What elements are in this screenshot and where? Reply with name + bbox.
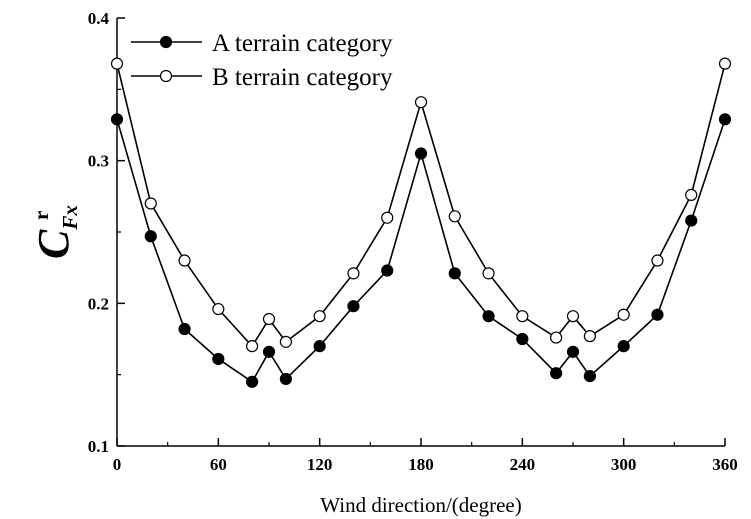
y-axis-title-sup: r	[29, 211, 53, 220]
x-tick-label: 60	[210, 455, 227, 474]
legend-marker	[159, 35, 173, 49]
y-axis-title-main: C	[29, 229, 78, 259]
data-point	[212, 352, 225, 366]
data-point	[347, 267, 360, 280]
data-point	[617, 340, 630, 353]
data-point	[279, 335, 292, 348]
data-point	[381, 264, 394, 277]
data-point	[381, 211, 394, 224]
svg-text:CFx: CFx	[29, 205, 82, 259]
legend-item: A terrain category	[131, 30, 393, 57]
legend-label: A terrain category	[212, 30, 393, 57]
data-point	[718, 113, 732, 126]
series-layer	[110, 57, 732, 388]
data-point	[144, 230, 157, 243]
x-tick-label: 300	[611, 455, 637, 474]
data-point	[566, 310, 580, 323]
data-point	[685, 188, 698, 202]
data-point	[262, 345, 276, 358]
data-point	[651, 254, 664, 267]
data-point	[262, 312, 276, 326]
legend-label: B terrain category	[212, 64, 393, 91]
axes	[116, 18, 725, 447]
series-b	[110, 57, 732, 353]
data-point	[718, 57, 732, 70]
data-point	[246, 340, 259, 353]
data-point	[550, 331, 563, 344]
y-tick-label: 0.2	[88, 294, 109, 313]
y-tick-label: 0.4	[88, 9, 110, 28]
data-point	[144, 197, 157, 210]
y-axis-title: CFx r	[29, 205, 82, 259]
x-tick-label: 0	[113, 455, 122, 474]
data-point	[347, 300, 360, 313]
y-tick-label: 0.1	[88, 437, 109, 456]
data-point	[583, 369, 596, 383]
x-tick-label: 240	[510, 455, 536, 474]
series-a	[110, 113, 732, 388]
legend-marker	[159, 69, 173, 83]
data-point	[448, 267, 461, 280]
x-tick-label: 180	[408, 455, 434, 474]
y-axis-title-sub: Fx	[58, 205, 82, 231]
data-point	[212, 302, 225, 316]
x-tick-label: 360	[712, 455, 738, 474]
y-tick-label: 0.3	[88, 152, 109, 171]
data-point	[482, 310, 495, 323]
data-point	[448, 210, 461, 223]
data-point	[313, 340, 326, 353]
data-point	[414, 147, 428, 160]
legend: A terrain category B terrain category	[131, 30, 393, 91]
data-point	[516, 310, 529, 323]
data-point	[685, 214, 698, 227]
data-point	[617, 308, 630, 321]
data-point	[566, 345, 580, 358]
tick-labels: 0 60 120 180 240 300 360 0.1 0.2 0.3 0.4	[88, 9, 738, 474]
x-axis-title: Wind direction/(degree)	[320, 493, 521, 517]
data-point	[178, 254, 191, 267]
x-tick-label: 120	[307, 455, 333, 474]
data-point	[583, 330, 596, 343]
data-point	[313, 310, 326, 323]
data-point	[246, 375, 259, 388]
data-point	[110, 57, 124, 70]
data-point	[651, 308, 664, 321]
data-point	[516, 332, 529, 346]
data-point	[414, 96, 428, 109]
data-point	[482, 267, 495, 280]
ticks	[116, 17, 726, 447]
data-point	[550, 367, 563, 380]
data-point	[110, 113, 124, 126]
data-point	[279, 372, 292, 386]
data-point	[178, 322, 191, 336]
legend-item: B terrain category	[131, 64, 393, 91]
